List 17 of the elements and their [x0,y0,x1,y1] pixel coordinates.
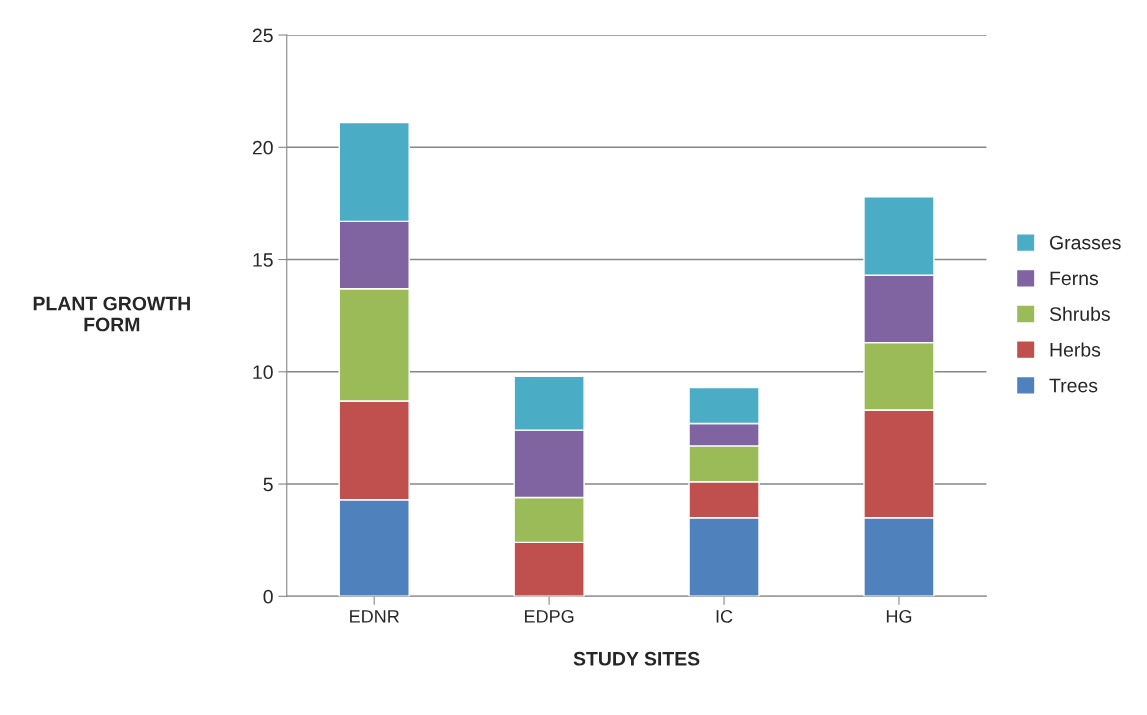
legend-label: Ferns [1050,271,1099,286]
y-tick-label: 15 [253,253,273,267]
y-tick-label: 10 [253,365,273,380]
x-tick-label: HG [886,609,912,623]
x-tick-label: EDNR [350,610,399,623]
x-axis-title: STUDY SITES [573,651,700,666]
legend-label: Trees [1049,378,1098,393]
y-axis-title: PLANT GROWTH FORM [33,296,190,332]
y-tick-label: 0 [263,589,273,604]
y-tick-label: 20 [252,140,273,155]
legend-label: Herbs [1050,342,1101,357]
legend-label: Grasses [1050,235,1121,250]
x-tick-label: IC [716,609,733,623]
x-tick-label: EDPG [525,609,574,623]
y-tick-label: 25 [252,28,273,43]
y-tick-label: 5 [263,477,273,492]
legend-label: Shrubs [1049,306,1110,321]
